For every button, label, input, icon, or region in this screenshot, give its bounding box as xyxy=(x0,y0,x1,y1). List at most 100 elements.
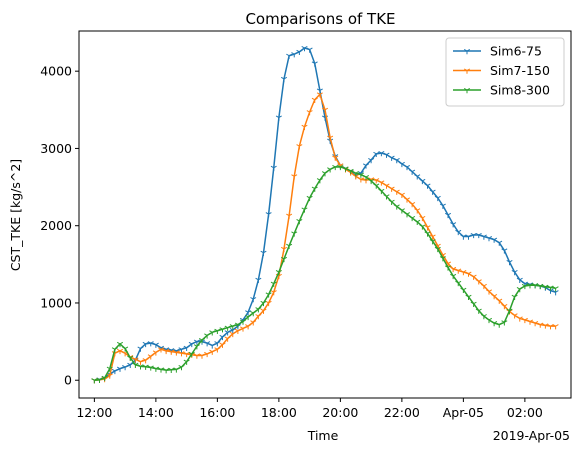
data-point xyxy=(516,277,523,283)
data-point xyxy=(393,157,400,164)
x-tick-label: 12:00 xyxy=(76,405,112,420)
data-point xyxy=(275,115,282,121)
data-point xyxy=(260,300,267,307)
data-point xyxy=(409,202,416,208)
data-point xyxy=(122,346,129,352)
x-tick-label: 20:00 xyxy=(322,405,358,420)
data-point xyxy=(552,324,559,330)
data-point xyxy=(316,88,323,94)
data-point xyxy=(178,351,185,357)
data-point xyxy=(214,347,221,353)
data-point xyxy=(516,316,523,322)
data-point xyxy=(132,362,139,368)
data-point xyxy=(368,157,375,164)
data-point xyxy=(362,163,370,169)
data-point xyxy=(393,189,400,195)
data-point xyxy=(224,330,231,336)
data-point xyxy=(147,341,154,347)
data-point xyxy=(480,283,487,290)
data-point xyxy=(168,349,175,355)
data-point xyxy=(321,107,329,114)
data-point xyxy=(214,341,221,347)
data-point xyxy=(116,341,124,348)
data-point xyxy=(204,333,211,339)
data-point xyxy=(480,314,487,320)
data-point xyxy=(229,327,236,334)
data-point xyxy=(270,165,277,171)
data-point xyxy=(152,342,159,348)
data-point xyxy=(255,307,262,313)
data-point xyxy=(403,164,411,171)
data-point xyxy=(188,341,195,348)
data-point xyxy=(455,280,462,287)
data-point xyxy=(209,330,216,336)
data-point xyxy=(316,92,323,98)
data-point xyxy=(521,283,528,290)
data-point xyxy=(280,76,288,83)
x-axis-offset-label: 2019-Apr-05 xyxy=(493,428,570,443)
plot-frame xyxy=(78,30,572,399)
data-point xyxy=(296,219,303,225)
data-point xyxy=(142,364,149,370)
data-point xyxy=(280,246,288,253)
data-point xyxy=(229,331,236,338)
legend-box xyxy=(445,37,565,107)
data-point xyxy=(388,186,395,192)
data-point xyxy=(270,281,277,287)
data-point xyxy=(188,351,195,358)
legend-marker xyxy=(463,87,471,94)
data-point xyxy=(291,174,298,180)
data-point xyxy=(419,224,426,230)
data-point xyxy=(286,243,293,249)
data-point xyxy=(444,265,452,271)
data-point xyxy=(357,172,364,178)
data-point xyxy=(501,320,508,326)
data-point xyxy=(245,324,252,330)
data-point xyxy=(137,364,144,370)
data-point xyxy=(209,349,216,355)
data-point xyxy=(296,49,303,56)
data-point xyxy=(147,365,154,371)
legend-label: Sim7-150 xyxy=(490,63,550,78)
data-point xyxy=(485,317,493,324)
data-point xyxy=(429,239,436,245)
data-point xyxy=(475,308,482,314)
data-point xyxy=(537,322,544,328)
data-point xyxy=(373,178,380,184)
data-point xyxy=(373,151,380,158)
data-point xyxy=(265,212,272,218)
data-point xyxy=(239,319,247,325)
legend-label: Sim8-300 xyxy=(490,83,550,98)
data-point xyxy=(198,353,206,359)
data-point xyxy=(250,297,257,303)
data-point xyxy=(306,47,313,53)
data-point xyxy=(147,354,154,360)
data-point xyxy=(378,188,385,195)
data-point xyxy=(424,225,431,231)
data-point xyxy=(234,328,241,334)
data-point xyxy=(532,283,539,289)
data-point xyxy=(234,322,241,328)
data-point xyxy=(291,52,298,58)
data-point xyxy=(552,286,559,292)
data-point xyxy=(480,234,487,240)
x-tick-label: 22:00 xyxy=(384,405,420,420)
data-point xyxy=(178,347,185,353)
data-point xyxy=(157,367,165,373)
data-point xyxy=(532,321,539,327)
legend-label: Sim6-75 xyxy=(490,44,542,59)
data-point xyxy=(239,326,247,332)
data-point xyxy=(270,290,277,296)
data-point xyxy=(311,97,318,103)
data-point xyxy=(542,323,549,329)
data-point xyxy=(286,213,293,219)
data-point xyxy=(142,358,149,364)
data-point xyxy=(434,246,441,253)
data-point xyxy=(511,270,518,276)
chart-title: Comparisons of TKE xyxy=(245,10,395,28)
data-point xyxy=(496,240,503,246)
data-point xyxy=(245,314,252,321)
data-point xyxy=(521,317,528,324)
data-point xyxy=(245,310,252,316)
data-point xyxy=(342,166,349,172)
